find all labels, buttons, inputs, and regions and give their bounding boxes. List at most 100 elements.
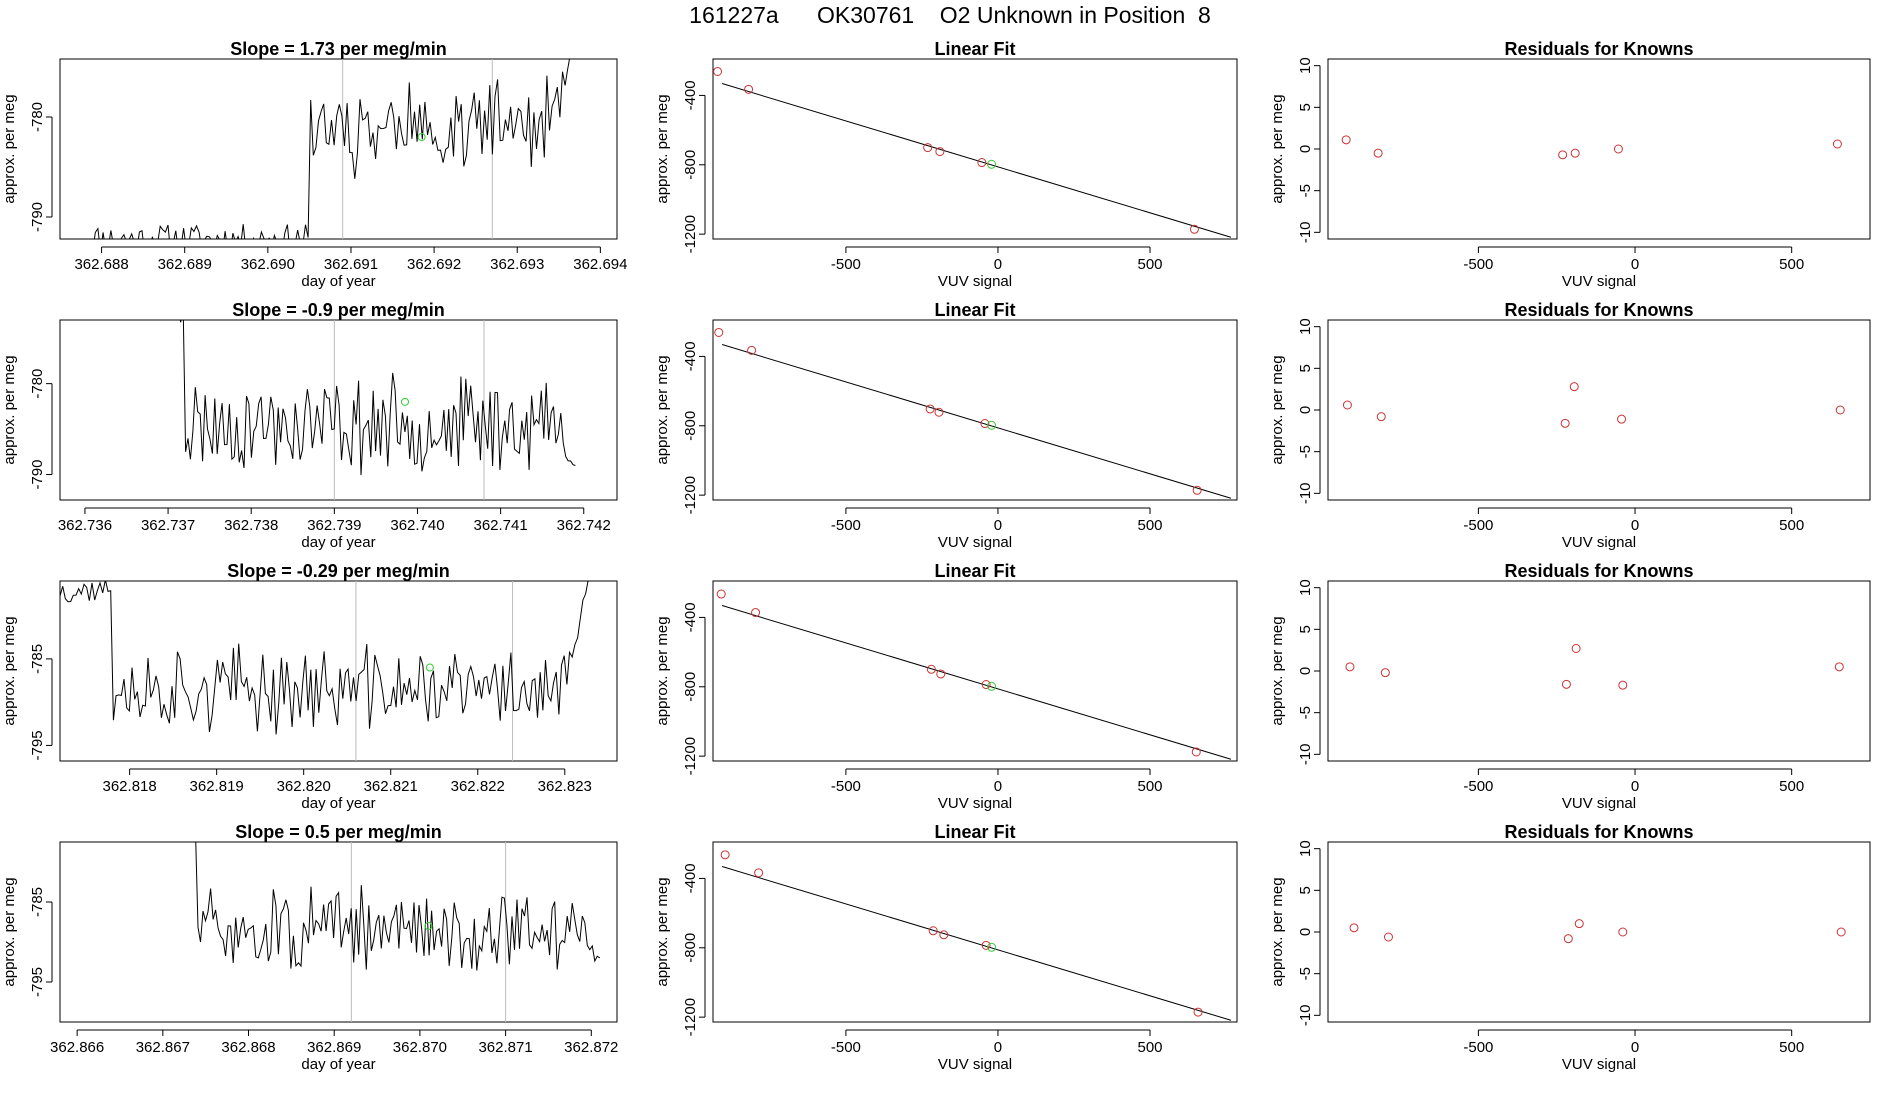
y-tick-label: -10 [1297,743,1314,765]
y-tick-label: -800 [682,411,699,441]
panel-title: Slope = 1.73 per meg/min [230,39,447,59]
plot-area [713,66,1232,238]
residual-point [1835,405,1845,415]
y-axis-label: approx. per meg [1,616,18,725]
y-tick-label: 10 [1297,57,1314,74]
plot-area [1345,644,1844,690]
plot-frame [59,319,618,501]
x-tick-label: 0 [1631,517,1639,534]
x-tick-label: 500 [1779,256,1804,273]
x-tick-label: 362.822 [451,778,505,795]
residual-point [1570,148,1580,158]
y-tick-label: 5 [1297,886,1314,894]
y-tick-label: 10 [1297,579,1314,596]
known-point [744,84,754,94]
x-tick-label: 362.692 [407,256,461,273]
x-tick-label: 0 [994,1039,1002,1056]
y-tick-label: -5 [1297,184,1314,197]
y-tick-label: -400 [682,863,699,893]
residual-point [1383,932,1393,942]
x-axis-label: day of year [301,795,375,812]
panel-title: Residuals for Knowns [1504,39,1693,59]
y-tick-label: -780 [29,369,46,399]
x-tick-label: -500 [1463,517,1493,534]
y-axis-label: approx. per meg [654,355,671,464]
x-tick-label: 0 [1631,256,1639,273]
x-tick-label: 500 [1138,256,1163,273]
panel-title: Slope = -0.29 per meg/min [227,561,450,581]
x-tick-label: 500 [1138,1039,1163,1056]
x-tick-label: 362.689 [158,256,212,273]
timeseries-line [179,320,576,476]
known-point [1191,747,1201,757]
panel-title: Slope = 0.5 per meg/min [235,822,442,842]
residual-point [1571,644,1581,653]
x-tick-label: 0 [994,778,1002,795]
x-tick-label: 362.823 [538,778,592,795]
x-tick-label: 362.693 [490,256,544,273]
x-tick-label: 362.738 [224,517,278,534]
x-tick-label: 0 [994,256,1002,273]
x-tick-label: -500 [1463,256,1493,273]
unknown-point [987,681,997,691]
x-tick-label: 362.872 [564,1039,618,1056]
y-axis-label: approx. per meg [1269,877,1286,986]
plot-frame [712,580,1238,762]
known-point [935,147,945,157]
plot-frame [1327,319,1871,501]
y-tick-label: -10 [1297,221,1314,243]
y-tick-label: -790 [29,202,46,232]
y-tick-label: -795 [29,967,46,997]
panel-fit-row-2: Linear Fit -500 0 500 VUV signal -400 -800 -120… [654,300,1238,551]
plot-frame [712,841,1238,1023]
x-tick-label: 362.868 [221,1039,275,1056]
known-point [720,850,730,860]
known-point [714,327,724,337]
fit-line [721,344,1232,499]
known-point [925,404,935,414]
x-axis-label: day of year [301,1056,375,1073]
fit-line [721,866,1232,1021]
plot-area [720,850,1232,1021]
panel-resid-row-4: Residuals for Knowns -500 0 500 VUV signal 10… [1269,822,1871,1073]
known-point [928,926,938,936]
y-axis-label: approx. per meg [654,616,671,725]
plot-area [716,589,1232,760]
x-tick-label: -500 [831,517,861,534]
residual-point [1345,662,1355,672]
x-tick-label: 362.821 [364,778,418,795]
y-tick-label: 5 [1297,364,1314,372]
panel-title: Residuals for Knowns [1504,822,1693,842]
y-tick-label: -800 [682,933,699,963]
x-axis-label: day of year [301,273,375,290]
x-tick-label: 500 [1779,1039,1804,1056]
residual-point [1834,662,1844,672]
x-tick-label: 362.818 [103,778,157,795]
residual-point [1618,680,1628,690]
panel-title: Linear Fit [934,39,1015,59]
known-point [934,407,944,417]
residual-point [1832,139,1842,149]
panel-title: Linear Fit [934,822,1015,842]
unknown-point [987,159,997,169]
x-axis-label: VUV signal [938,795,1012,812]
y-tick-label: -5 [1297,967,1314,980]
x-tick-label: -500 [831,778,861,795]
y-tick-label: 5 [1297,103,1314,111]
known-point [981,940,991,950]
residual-point [1618,927,1628,937]
panel-title: Linear Fit [934,561,1015,581]
residual-point [1376,412,1386,422]
residual-point [1574,919,1584,929]
y-axis-label: approx. per meg [654,94,671,203]
y-tick-label: 5 [1297,625,1314,633]
known-point [1192,485,1202,495]
known-point [926,664,936,674]
x-axis-label: VUV signal [1562,273,1636,290]
known-point [751,608,761,618]
panel-resid-row-3: Residuals for Knowns -500 0 500 VUV signal 10… [1269,561,1871,812]
y-axis-label: approx. per meg [654,877,671,986]
x-tick-label: 362.869 [307,1039,361,1056]
plot-frame [712,58,1238,240]
